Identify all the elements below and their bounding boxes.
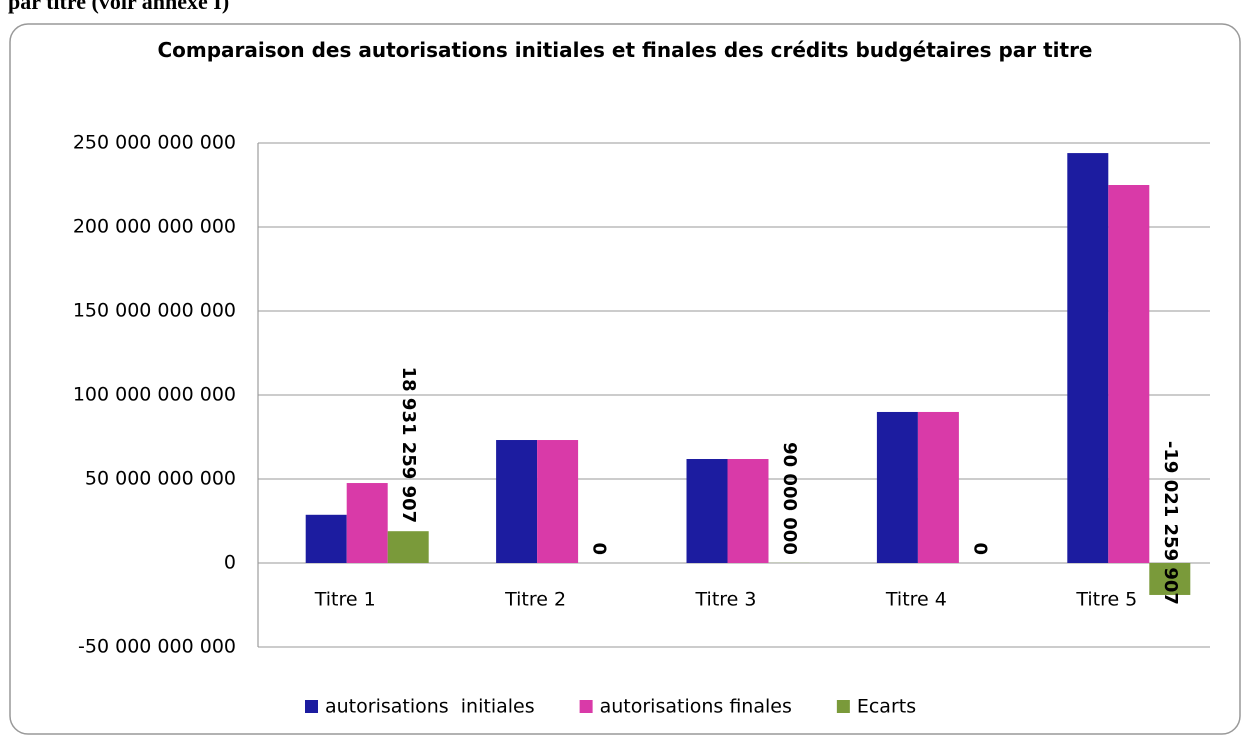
legend-label: Ecarts xyxy=(857,696,916,718)
y-tick-label: 200 000 000 000 xyxy=(73,216,236,238)
legend-label: autorisations initiales xyxy=(325,696,535,718)
y-tick-label: 100 000 000 000 xyxy=(73,384,236,406)
bar xyxy=(387,531,429,563)
bar xyxy=(1149,563,1191,595)
y-tick-label: 250 000 000 000 xyxy=(73,132,236,154)
bar xyxy=(727,459,769,563)
bar xyxy=(346,483,388,563)
y-tick-label: 0 xyxy=(224,552,236,574)
bar xyxy=(537,440,579,563)
y-tick-label: 150 000 000 000 xyxy=(73,300,236,322)
data-label: 0 xyxy=(589,542,610,555)
chart-title: Comparaison des autorisations initiales … xyxy=(157,38,1093,62)
x-tick-label: Titre 5 xyxy=(1075,589,1137,611)
legend-swatch xyxy=(305,700,318,713)
bar xyxy=(876,411,918,563)
bar xyxy=(917,411,959,563)
legend-swatch xyxy=(579,700,593,713)
y-tick-label: 50 000 000 000 xyxy=(85,468,236,490)
y-tick-label: -50 000 000 000 xyxy=(78,636,236,658)
bar xyxy=(305,514,347,563)
legend-label: autorisations finales xyxy=(600,696,792,718)
x-tick-label: Titre 1 xyxy=(314,589,376,611)
bar xyxy=(686,459,728,563)
data-label: 18 931 259 907 xyxy=(398,367,419,524)
legend-swatch xyxy=(836,700,850,713)
page-heading: par titre (voir annexe I) xyxy=(8,0,229,14)
x-tick-label: Titre 2 xyxy=(504,589,566,611)
chart-border xyxy=(9,23,1241,735)
data-label: 90 000 000 xyxy=(779,442,800,555)
bar xyxy=(1067,153,1109,563)
bar xyxy=(1108,185,1150,563)
data-label: -19 021 259 907 xyxy=(1160,441,1181,605)
x-tick-label: Titre 3 xyxy=(695,589,757,611)
data-label: 0 xyxy=(969,542,990,555)
title-box: Comparaison des autorisations initiales … xyxy=(157,38,1093,62)
bar xyxy=(496,440,538,563)
x-tick-label: Titre 4 xyxy=(885,589,947,611)
